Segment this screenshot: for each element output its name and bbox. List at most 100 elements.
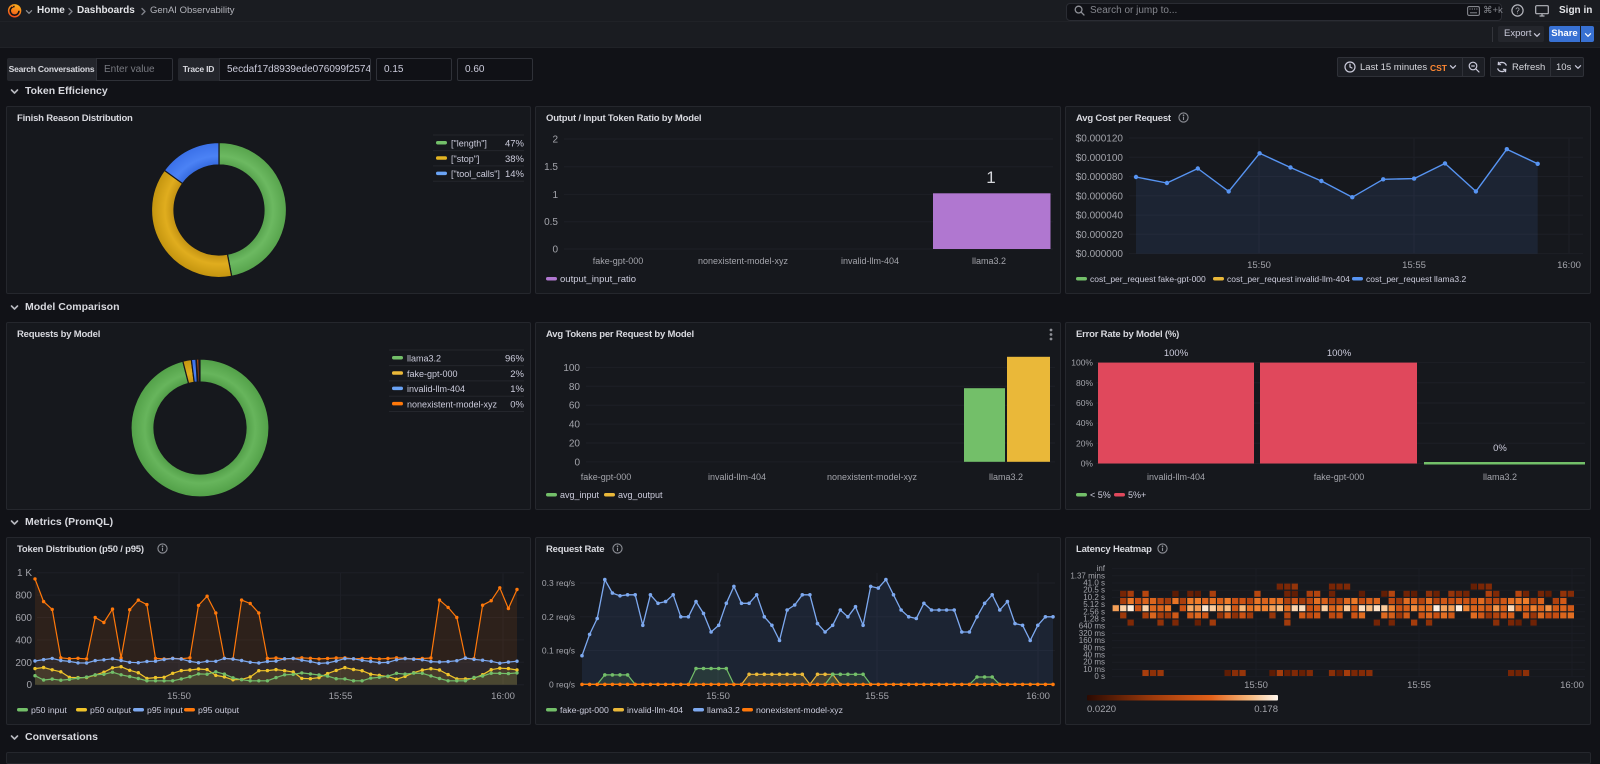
svg-text:320 ms: 320 ms (1079, 629, 1105, 638)
svg-text:< 5%: < 5% (1090, 490, 1111, 500)
svg-text:15:55: 15:55 (1407, 680, 1431, 691)
svg-text:fake-gpt-000: fake-gpt-000 (593, 256, 644, 266)
svg-text:fake-gpt-000: fake-gpt-000 (560, 705, 609, 715)
svg-text:200: 200 (15, 658, 32, 669)
svg-text:0.3 req/s: 0.3 req/s (542, 578, 575, 588)
svg-text:5%+: 5%+ (1128, 490, 1146, 500)
svg-text:96%: 96% (505, 354, 525, 365)
svg-text:640 ms: 640 ms (1079, 622, 1105, 631)
svg-text:15:55: 15:55 (1402, 260, 1426, 271)
svg-text:["stop"]: ["stop"] (451, 154, 479, 164)
svg-text:20%: 20% (1076, 438, 1093, 448)
svg-text:nonexistent-model-xyz: nonexistent-model-xyz (827, 472, 918, 482)
svg-text:1.5: 1.5 (544, 162, 558, 173)
svg-text:20.5 s: 20.5 s (1083, 586, 1105, 595)
svg-text:5.12 s: 5.12 s (1083, 600, 1105, 609)
svg-text:$0.000000: $0.000000 (1076, 249, 1124, 260)
svg-text:0.2 req/s: 0.2 req/s (542, 612, 575, 622)
svg-text:llama3.2: llama3.2 (972, 256, 1006, 266)
svg-text:$0.000080: $0.000080 (1076, 172, 1124, 183)
svg-text:nonexistent-model-xyz: nonexistent-model-xyz (698, 256, 789, 266)
svg-text:41.0 s: 41.0 s (1083, 579, 1105, 588)
svg-text:15:50: 15:50 (167, 691, 191, 702)
svg-text:15:50: 15:50 (1244, 680, 1268, 691)
svg-text:p50 input: p50 input (31, 705, 67, 715)
svg-text:600: 600 (15, 613, 32, 624)
svg-text:40 ms: 40 ms (1083, 651, 1105, 660)
svg-text:400: 400 (15, 635, 32, 646)
svg-text:0.5: 0.5 (544, 217, 558, 228)
svg-text:80%: 80% (1076, 378, 1093, 388)
svg-text:["length"]: ["length"] (451, 139, 487, 149)
svg-text:40%: 40% (1076, 418, 1093, 428)
svg-text:0: 0 (26, 680, 32, 691)
svg-text:1%: 1% (510, 384, 524, 395)
svg-text:15:50: 15:50 (706, 691, 730, 702)
svg-text:cost_per_request invalid-llm-4: cost_per_request invalid-llm-404 (1227, 274, 1350, 284)
svg-text:0 req/s: 0 req/s (549, 679, 575, 689)
svg-text:$0.000020: $0.000020 (1076, 230, 1124, 241)
svg-text:16:00: 16:00 (491, 691, 515, 702)
svg-text:800: 800 (15, 591, 32, 602)
svg-text:inf: inf (1097, 564, 1106, 573)
svg-text:60%: 60% (1076, 398, 1093, 408)
svg-text:cost_per_request fake-gpt-000: cost_per_request fake-gpt-000 (1090, 274, 1206, 284)
svg-text:invalid-llm-404: invalid-llm-404 (1147, 472, 1205, 482)
svg-text:invalid-llm-404: invalid-llm-404 (708, 472, 766, 482)
svg-text:0%: 0% (1493, 443, 1507, 454)
svg-text:p50 output: p50 output (90, 705, 132, 715)
svg-text:avg_input: avg_input (560, 490, 600, 500)
svg-text:$0.000060: $0.000060 (1076, 191, 1124, 202)
svg-text:100: 100 (563, 363, 580, 374)
svg-text:1.28 s: 1.28 s (1083, 615, 1105, 624)
svg-text:0.0220: 0.0220 (1087, 704, 1116, 715)
svg-text:avg_output: avg_output (618, 490, 663, 500)
svg-text:15:55: 15:55 (865, 691, 889, 702)
svg-text:100%: 100% (1071, 358, 1093, 368)
svg-text:nonexistent-model-xyz: nonexistent-model-xyz (407, 399, 498, 409)
svg-text:0 s: 0 s (1094, 672, 1105, 681)
svg-text:llama3.2: llama3.2 (407, 354, 441, 364)
svg-text:2%: 2% (510, 369, 524, 380)
svg-text:llama3.2: llama3.2 (707, 705, 740, 715)
svg-text:100%: 100% (1327, 348, 1352, 359)
svg-text:16:00: 16:00 (1560, 680, 1584, 691)
svg-text:?: ? (1515, 6, 1520, 15)
svg-text:fake-gpt-000: fake-gpt-000 (581, 472, 632, 482)
svg-text:output_input_ratio: output_input_ratio (560, 274, 636, 285)
svg-text:llama3.2: llama3.2 (989, 472, 1023, 482)
svg-text:14%: 14% (505, 169, 525, 180)
svg-text:60: 60 (569, 401, 581, 412)
svg-text:0%: 0% (510, 399, 524, 410)
svg-text:invalid-llm-404: invalid-llm-404 (407, 384, 465, 394)
svg-text:16:00: 16:00 (1557, 260, 1581, 271)
svg-text:20: 20 (569, 439, 581, 450)
svg-text:160 ms: 160 ms (1079, 636, 1105, 645)
svg-text:cost_per_request llama3.2: cost_per_request llama3.2 (1366, 274, 1466, 284)
svg-text:10 ms: 10 ms (1083, 665, 1105, 674)
svg-text:fake-gpt-000: fake-gpt-000 (1314, 472, 1365, 482)
svg-text:invalid-llm-404: invalid-llm-404 (841, 256, 899, 266)
svg-text:p95 input: p95 input (147, 705, 183, 715)
svg-text:15:55: 15:55 (329, 691, 353, 702)
svg-text:2: 2 (552, 135, 558, 146)
svg-text:1: 1 (986, 168, 995, 187)
svg-text:nonexistent-model-xyz: nonexistent-model-xyz (756, 705, 843, 715)
svg-text:1: 1 (552, 190, 558, 201)
svg-text:invalid-llm-404: invalid-llm-404 (627, 705, 683, 715)
svg-text:1 K: 1 K (17, 568, 32, 579)
svg-text:10.2 s: 10.2 s (1083, 593, 1105, 602)
svg-text:20 ms: 20 ms (1083, 658, 1105, 667)
svg-text:1.37 mins: 1.37 mins (1070, 571, 1105, 580)
svg-text:0.1 req/s: 0.1 req/s (542, 646, 575, 656)
svg-text:p95 output: p95 output (198, 705, 240, 715)
svg-text:$0.000040: $0.000040 (1076, 211, 1124, 222)
svg-text:llama3.2: llama3.2 (1483, 472, 1517, 482)
svg-text:["tool_calls"]: ["tool_calls"] (451, 169, 500, 179)
svg-text:$0.000100: $0.000100 (1076, 153, 1124, 164)
svg-text:15:50: 15:50 (1247, 260, 1271, 271)
svg-text:16:00: 16:00 (1026, 691, 1050, 702)
svg-text:0: 0 (574, 457, 580, 468)
svg-text:40: 40 (569, 420, 581, 431)
svg-text:80: 80 (569, 382, 581, 393)
